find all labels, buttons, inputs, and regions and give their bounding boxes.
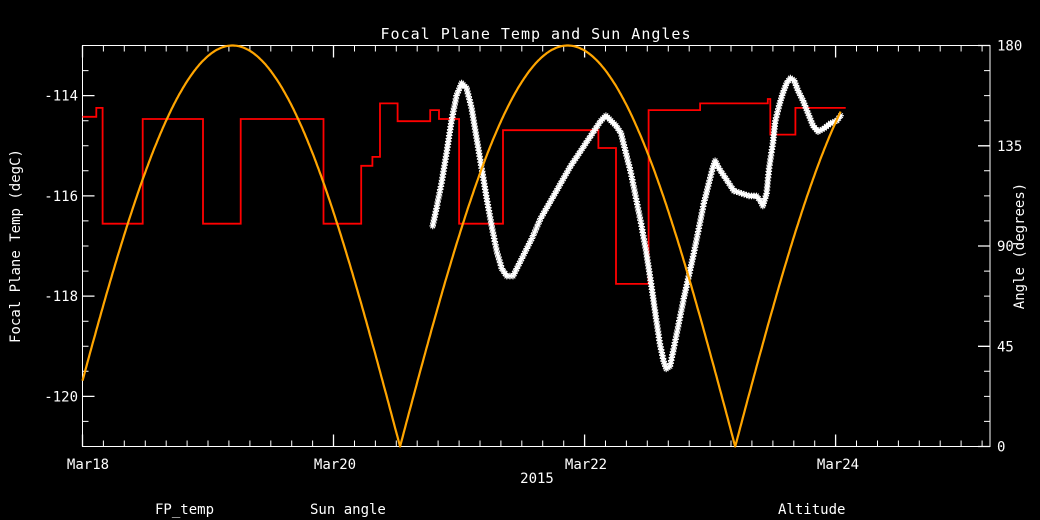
x-tick-label: Mar24 [817, 457, 859, 473]
y-right-tick-label: 0 [997, 440, 1005, 456]
plot-frame [82, 45, 991, 447]
y-right-tick-label: 90 [997, 239, 1014, 255]
x-tick-label: Mar20 [314, 457, 356, 473]
major-ticks [81, 44, 990, 448]
altitude-series [81, 44, 842, 448]
y-left-tick-label: -120 [44, 389, 78, 405]
y-right-tick-label: 45 [997, 339, 1014, 355]
sun-angle-series [82, 98, 846, 285]
minor-ticks [82, 45, 990, 447]
y-left-tick-label: -116 [44, 189, 78, 205]
x-axis-year-label: 2015 [520, 471, 554, 487]
fp-temp-series [429, 74, 844, 373]
y-right-axis-title: Angle (degrees) [1012, 183, 1028, 309]
y-left-axis-title: Focal Plane Temp (degC) [8, 149, 24, 343]
legend-fp-temp-label: FP_temp [155, 502, 214, 518]
legend-sun-angle-label: Sun angle [310, 502, 386, 518]
y-right-tick-label: 180 [997, 39, 1022, 55]
x-tick-label: Mar22 [565, 457, 607, 473]
y-left-tick-label: -114 [44, 89, 78, 105]
y-left-tick-label: -118 [44, 289, 78, 305]
x-tick-label: Mar18 [67, 457, 109, 473]
legend-altitude-label: Altitude [778, 502, 845, 518]
chart-title: Focal Plane Temp and Sun Angles [381, 25, 692, 43]
y-right-tick-label: 135 [997, 139, 1022, 155]
